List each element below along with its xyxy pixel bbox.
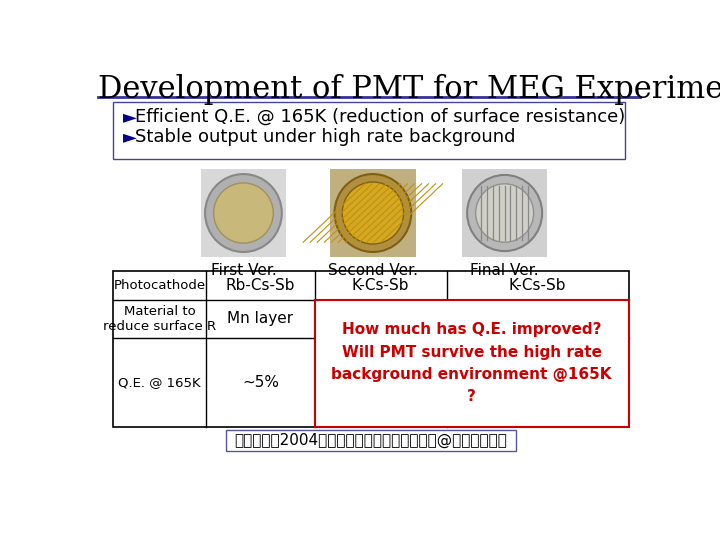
Ellipse shape — [342, 182, 404, 244]
Text: Material to
reduce surface R: Material to reduce surface R — [103, 305, 216, 333]
Text: Rb-Cs-Sb: Rb-Cs-Sb — [226, 278, 295, 293]
Bar — [201, 168, 286, 257]
Text: ►: ► — [122, 128, 136, 146]
Text: Development of PMT for MEG Experiment: Development of PMT for MEG Experiment — [98, 74, 720, 105]
Text: K-Cs-Sb: K-Cs-Sb — [509, 278, 567, 293]
Ellipse shape — [335, 174, 411, 252]
Text: Q.E. @ 165K: Q.E. @ 165K — [118, 376, 201, 389]
Text: Photocathode: Photocathode — [114, 279, 206, 292]
Text: First Ver.: First Ver. — [210, 264, 276, 279]
Bar — [330, 168, 415, 257]
Bar — [113, 271, 629, 427]
Bar — [113, 102, 625, 159]
Ellipse shape — [205, 174, 282, 252]
Ellipse shape — [476, 184, 534, 242]
Text: How much has Q.E. improved?
Will PMT survive the high rate
background environmen: How much has Q.E. improved? Will PMT sur… — [331, 322, 612, 404]
Text: Final Ver.: Final Ver. — [470, 264, 539, 279]
Text: ►: ► — [122, 108, 136, 126]
Bar — [315, 300, 628, 426]
Text: Stable output under high rate background: Stable output under high rate background — [135, 128, 516, 146]
Text: K-Cs-Sb: K-Cs-Sb — [352, 278, 410, 293]
Text: Mn layer: Mn layer — [228, 312, 294, 326]
Text: Second Ver.: Second Ver. — [328, 264, 418, 279]
Text: ~5%: ~5% — [242, 375, 279, 390]
Ellipse shape — [467, 175, 542, 251]
Text: 久松康子　2004年度低温工学・超伝導学会　@八戸工業大学: 久松康子 2004年度低温工学・超伝導学会 @八戸工業大学 — [235, 433, 508, 448]
Bar — [225, 430, 516, 451]
Bar — [315, 300, 629, 427]
Ellipse shape — [214, 183, 274, 243]
Bar — [462, 168, 547, 257]
Text: Efficient Q.E. @ 165K (reduction of surface resistance): Efficient Q.E. @ 165K (reduction of surf… — [135, 108, 625, 126]
